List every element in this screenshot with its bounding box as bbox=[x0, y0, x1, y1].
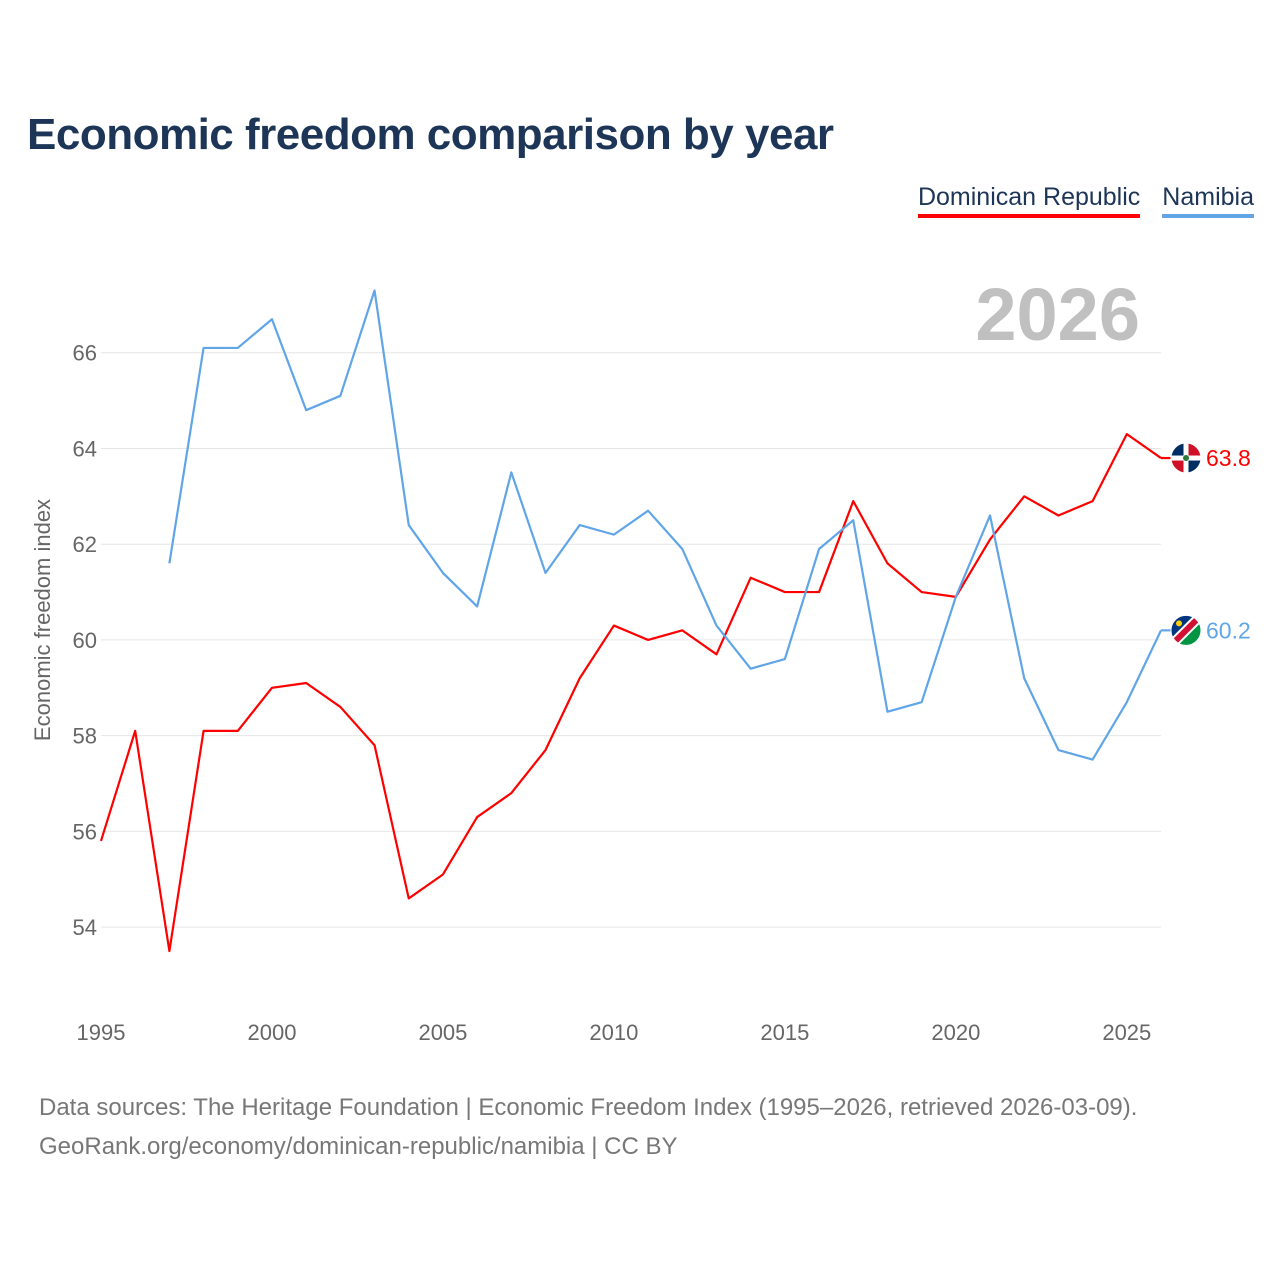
data-point[interactable] bbox=[508, 469, 514, 475]
data-point[interactable] bbox=[1055, 747, 1061, 753]
data-point[interactable] bbox=[303, 407, 309, 413]
data-point[interactable] bbox=[1090, 498, 1096, 504]
data-point[interactable] bbox=[1055, 512, 1061, 518]
end-value-label: 60.2 bbox=[1206, 617, 1251, 643]
series-line-dominican-republic[interactable] bbox=[99, 433, 1162, 953]
data-point[interactable] bbox=[816, 546, 822, 552]
data-point[interactable] bbox=[166, 560, 172, 566]
x-tick-label: 1995 bbox=[77, 1020, 126, 1045]
data-point[interactable] bbox=[748, 666, 754, 672]
source-note: Data sources: The Heritage Foundation | … bbox=[39, 1088, 1137, 1166]
data-point[interactable] bbox=[1090, 757, 1096, 763]
data-point[interactable] bbox=[235, 345, 241, 351]
legend-item-dominican-republic[interactable]: Dominican Republic bbox=[917, 183, 1141, 218]
data-point[interactable] bbox=[269, 316, 275, 322]
data-point[interactable] bbox=[98, 838, 104, 844]
source-line-1: Data sources: The Heritage Foundation | … bbox=[39, 1094, 1138, 1121]
data-point[interactable] bbox=[372, 742, 378, 748]
y-tick-label: 56 bbox=[73, 819, 97, 844]
data-point[interactable] bbox=[679, 546, 685, 552]
namibia-flag-icon bbox=[1170, 614, 1202, 646]
data-point[interactable] bbox=[440, 570, 446, 576]
data-point[interactable] bbox=[440, 871, 446, 877]
y-tick-label: 66 bbox=[73, 341, 97, 366]
data-point[interactable] bbox=[782, 589, 788, 595]
data-point[interactable] bbox=[987, 512, 993, 518]
data-point[interactable] bbox=[645, 508, 651, 514]
data-point[interactable] bbox=[919, 589, 925, 595]
data-point[interactable] bbox=[1021, 493, 1027, 499]
x-tick-label: 2010 bbox=[589, 1020, 638, 1045]
data-point[interactable] bbox=[645, 637, 651, 643]
data-point[interactable] bbox=[748, 575, 754, 581]
year-label: 2026 bbox=[975, 273, 1140, 356]
data-point[interactable] bbox=[611, 532, 617, 538]
data-point[interactable] bbox=[884, 709, 890, 715]
data-point[interactable] bbox=[337, 704, 343, 710]
data-point[interactable] bbox=[919, 699, 925, 705]
legend: Dominican Republic Namibia bbox=[917, 183, 1254, 218]
data-point[interactable] bbox=[337, 393, 343, 399]
data-point[interactable] bbox=[303, 680, 309, 686]
data-point[interactable] bbox=[474, 814, 480, 820]
data-point[interactable] bbox=[543, 747, 549, 753]
data-point[interactable] bbox=[132, 728, 138, 734]
data-point[interactable] bbox=[201, 728, 207, 734]
data-point[interactable] bbox=[679, 627, 685, 633]
data-point[interactable] bbox=[953, 594, 959, 600]
x-tick-label: 2020 bbox=[931, 1020, 980, 1045]
x-tick-label: 2000 bbox=[247, 1020, 296, 1045]
end-value-label: 63.8 bbox=[1206, 445, 1251, 471]
y-tick-label: 64 bbox=[73, 436, 97, 461]
y-axis-label: Economic freedom index bbox=[30, 499, 55, 741]
data-point[interactable] bbox=[543, 570, 549, 576]
data-point[interactable] bbox=[713, 651, 719, 657]
data-point[interactable] bbox=[611, 623, 617, 629]
dominican-republic-flag-icon bbox=[1170, 442, 1202, 474]
data-point[interactable] bbox=[1124, 431, 1130, 437]
series-line-namibia[interactable] bbox=[168, 289, 1162, 761]
data-point[interactable] bbox=[1021, 675, 1027, 681]
y-tick-label: 54 bbox=[73, 915, 97, 940]
data-point[interactable] bbox=[713, 623, 719, 629]
data-point[interactable] bbox=[577, 522, 583, 528]
y-tick-label: 62 bbox=[73, 532, 97, 557]
data-point[interactable] bbox=[166, 948, 172, 954]
data-point[interactable] bbox=[1124, 699, 1130, 705]
data-point[interactable] bbox=[850, 498, 856, 504]
data-point[interactable] bbox=[269, 685, 275, 691]
data-point[interactable] bbox=[201, 345, 207, 351]
data-point[interactable] bbox=[577, 675, 583, 681]
data-point[interactable] bbox=[474, 603, 480, 609]
chart-title: Economic freedom comparison by year bbox=[27, 110, 834, 159]
data-point[interactable] bbox=[884, 560, 890, 566]
data-point[interactable] bbox=[508, 790, 514, 796]
data-point[interactable] bbox=[406, 522, 412, 528]
x-tick-label: 2025 bbox=[1102, 1020, 1151, 1045]
source-line-2[interactable]: GeoRank.org/economy/dominican-republic/n… bbox=[39, 1133, 678, 1160]
y-tick-label: 58 bbox=[73, 724, 97, 749]
data-point[interactable] bbox=[987, 536, 993, 542]
data-point[interactable] bbox=[406, 895, 412, 901]
data-point[interactable] bbox=[850, 517, 856, 523]
y-tick-label: 60 bbox=[73, 628, 97, 653]
x-tick-label: 2005 bbox=[418, 1020, 467, 1045]
data-point[interactable] bbox=[235, 728, 241, 734]
data-point[interactable] bbox=[816, 589, 822, 595]
legend-item-namibia[interactable]: Namibia bbox=[1162, 183, 1254, 218]
data-point[interactable] bbox=[782, 656, 788, 662]
data-point[interactable] bbox=[372, 288, 378, 294]
x-tick-label: 2015 bbox=[760, 1020, 809, 1045]
